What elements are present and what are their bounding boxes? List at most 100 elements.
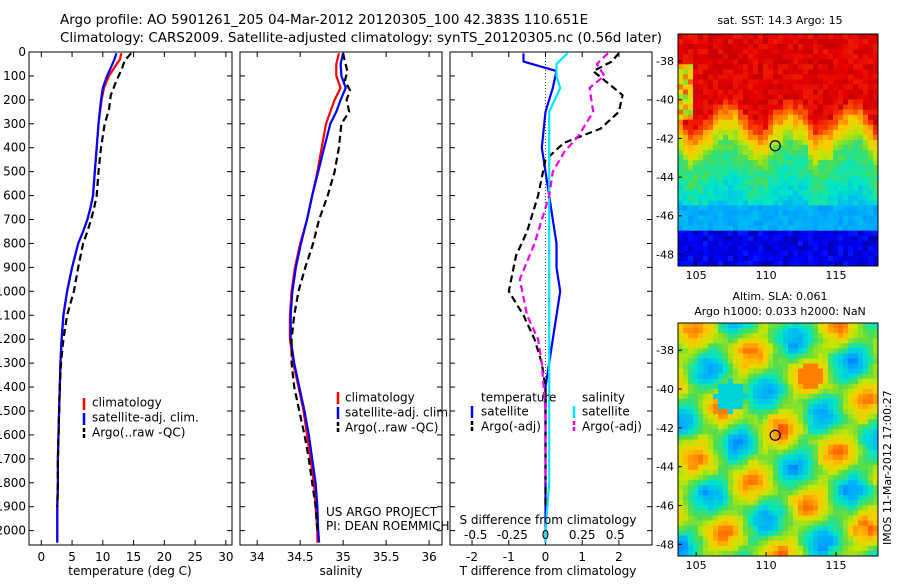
map-cell <box>873 150 879 156</box>
map-cell <box>678 180 684 186</box>
map-cell <box>743 535 749 542</box>
map-cell <box>703 404 709 410</box>
map-cell <box>713 99 719 106</box>
map-cell <box>848 160 854 166</box>
map-cell <box>798 34 804 40</box>
map-cell <box>788 444 794 451</box>
map-cell <box>793 469 799 476</box>
map-cell <box>693 490 699 496</box>
map-cell <box>803 54 809 60</box>
map-cell <box>753 250 759 257</box>
timestamp-stamp: IMOS 11-Mar-2012 17:00:27 <box>881 390 894 545</box>
map-cell <box>703 424 709 430</box>
map-cell <box>678 398 684 405</box>
map-cell <box>723 114 729 121</box>
map-cell <box>858 39 864 45</box>
map-cell <box>793 363 799 369</box>
map-cell <box>763 180 769 186</box>
map-cell <box>873 500 879 506</box>
map-cell <box>758 99 764 106</box>
map-cell <box>743 525 749 532</box>
map-cell <box>773 129 779 136</box>
map-cell <box>848 535 854 542</box>
map-cell <box>808 500 814 506</box>
map-cell <box>858 464 864 471</box>
map-cell <box>733 500 739 506</box>
map-cell <box>843 545 849 552</box>
map-cell <box>833 368 839 375</box>
map-cell <box>748 49 754 55</box>
map-cell <box>748 210 754 216</box>
map-cell <box>748 165 754 171</box>
map-cell <box>873 535 879 542</box>
map-cell <box>868 540 874 547</box>
map-cell <box>683 429 689 435</box>
map-cell <box>768 469 774 476</box>
map-cell <box>843 49 849 55</box>
map-cell <box>788 225 794 232</box>
map-cell <box>768 373 774 380</box>
map-cell <box>738 205 744 211</box>
map-cell <box>713 69 719 75</box>
map-cell <box>858 388 864 395</box>
map-cell <box>853 505 859 511</box>
map-cell <box>798 383 804 390</box>
map-cell <box>678 225 684 232</box>
map-cell <box>753 363 759 369</box>
map-cell <box>813 64 819 70</box>
map-cell <box>768 459 774 466</box>
map-cell <box>808 373 814 380</box>
map-cell <box>858 495 864 501</box>
map-cell <box>678 333 684 339</box>
map-cell <box>853 139 859 146</box>
map-cell <box>823 180 829 186</box>
map-cell <box>783 89 789 95</box>
map-cell <box>733 545 739 552</box>
map-cell <box>753 39 759 45</box>
map-cell <box>763 353 769 359</box>
map-cell <box>873 155 879 161</box>
map-cell <box>773 530 779 537</box>
map-cell <box>733 230 739 237</box>
map-cell <box>768 59 774 65</box>
map-cell <box>768 328 774 334</box>
map-cell <box>688 353 694 359</box>
map-cell <box>758 190 764 196</box>
map-cell <box>698 195 704 201</box>
map-cell <box>798 545 804 552</box>
map-cell <box>788 205 794 211</box>
map-cell <box>763 235 769 242</box>
map-cell <box>813 323 819 329</box>
map-cell <box>733 134 739 141</box>
map-cell <box>853 165 859 171</box>
map-cell <box>833 69 839 75</box>
map-cell <box>743 160 749 166</box>
map-cell <box>763 104 769 111</box>
map-cell <box>718 64 724 70</box>
map-cell <box>833 500 839 506</box>
map-cell <box>818 94 824 100</box>
map-cell <box>783 260 789 267</box>
map-cell <box>798 459 804 466</box>
map-cell <box>783 150 789 156</box>
map-cell <box>828 525 834 532</box>
map-cell <box>868 139 874 146</box>
map-cell <box>683 170 689 176</box>
map-cell <box>723 459 729 466</box>
map-cell <box>833 409 839 415</box>
map-cell <box>778 353 784 359</box>
map-cell <box>838 545 844 552</box>
map-cell <box>743 343 749 349</box>
map-cell <box>728 180 734 186</box>
map-cell <box>863 363 869 369</box>
map-cell <box>683 378 689 385</box>
map-cell <box>823 44 829 50</box>
map-cell <box>798 94 804 100</box>
map-cell <box>758 500 764 506</box>
map-cell <box>833 429 839 435</box>
map-cell <box>688 165 694 171</box>
map-cell <box>778 255 784 262</box>
map-cell <box>723 74 729 80</box>
map-cell <box>818 255 824 262</box>
map-cell <box>843 353 849 359</box>
